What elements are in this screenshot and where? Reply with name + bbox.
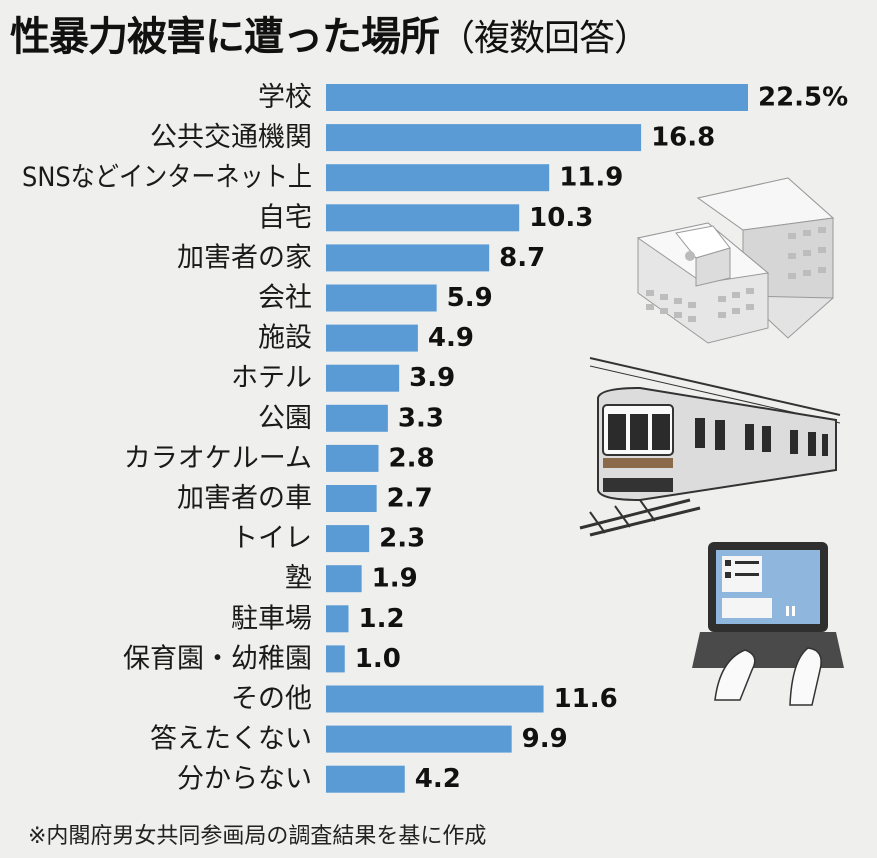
bar-7 [326,364,400,392]
value-label-17: 4.2 [415,764,461,794]
bar-4 [326,244,490,272]
category-label-1: 公共交通機関 [150,122,312,153]
value-label-16: 9.9 [522,724,568,754]
value-label-3: 10.3 [529,203,593,233]
value-label-1: 16.8 [651,123,715,153]
category-label-6: 施設 [258,323,312,354]
category-label-17: 分からない [177,764,312,795]
bar-14 [326,645,345,673]
bar-17 [326,765,405,793]
bar-3 [326,204,520,232]
value-label-12: 1.9 [372,564,418,594]
school-building-icon [636,177,835,344]
category-label-8: 公園 [258,403,312,434]
category-label-11: トイレ [231,523,312,554]
value-label-11: 2.3 [379,524,425,554]
value-label-15: 11.6 [554,684,618,714]
chart-title-main: 性暴力被害に遭った場所 [10,14,440,60]
bar-1 [326,124,642,152]
category-label-16: 答えたくない [150,724,312,755]
bar-6 [326,324,418,352]
category-label-2: SNSなどインターネット上 [22,162,312,193]
bar-5 [326,284,437,312]
category-label-10: 加害者の車 [177,483,312,514]
category-label-5: 会社 [258,283,312,314]
category-label-0: 学校 [258,82,312,113]
bar-2 [326,164,550,192]
value-label-7: 3.9 [409,363,455,393]
bar-13 [326,605,349,633]
bars-group: 学校 22.5% 公共交通機関 16.8 SNSなどインターネット上 11.9 自宅 10.3… [22,82,848,795]
bar-15 [326,685,544,713]
bar-9 [326,444,379,472]
value-label-9: 2.8 [389,443,435,473]
chart-title: 性暴力被害に遭った場所（複数回答） [10,4,650,62]
category-label-15: その他 [231,684,312,715]
category-label-13: 駐車場 [231,603,312,634]
bar-16 [326,725,512,753]
value-label-10: 2.7 [387,484,433,514]
value-label-4: 8.7 [499,243,545,273]
value-label-0: 22.5% [758,83,848,113]
category-label-3: 自宅 [258,202,312,233]
train-icon [579,357,841,537]
category-label-12: 塾 [285,563,312,594]
category-label-9: カラオケルーム [124,443,312,474]
bar-12 [326,565,362,593]
bar-8 [326,404,388,432]
value-label-14: 1.0 [355,644,401,674]
bar-11 [326,525,370,553]
category-label-14: 保育園・幼稚園 [123,643,312,674]
category-label-4: 加害者の家 [177,242,312,273]
laptop-icon [692,542,844,706]
value-label-6: 4.9 [428,323,474,353]
bar-10 [326,485,377,512]
source-note: ※内閣府男女共同参画局の調査結果を基に作成 [28,824,487,849]
value-label-5: 5.9 [447,283,493,313]
value-label-2: 11.9 [559,163,623,193]
bar-0 [326,84,748,111]
value-label-8: 3.3 [398,403,444,433]
category-label-7: ホテル [231,363,312,394]
value-label-13: 1.2 [359,604,405,634]
chart-title-paren: （複数回答） [439,18,650,59]
